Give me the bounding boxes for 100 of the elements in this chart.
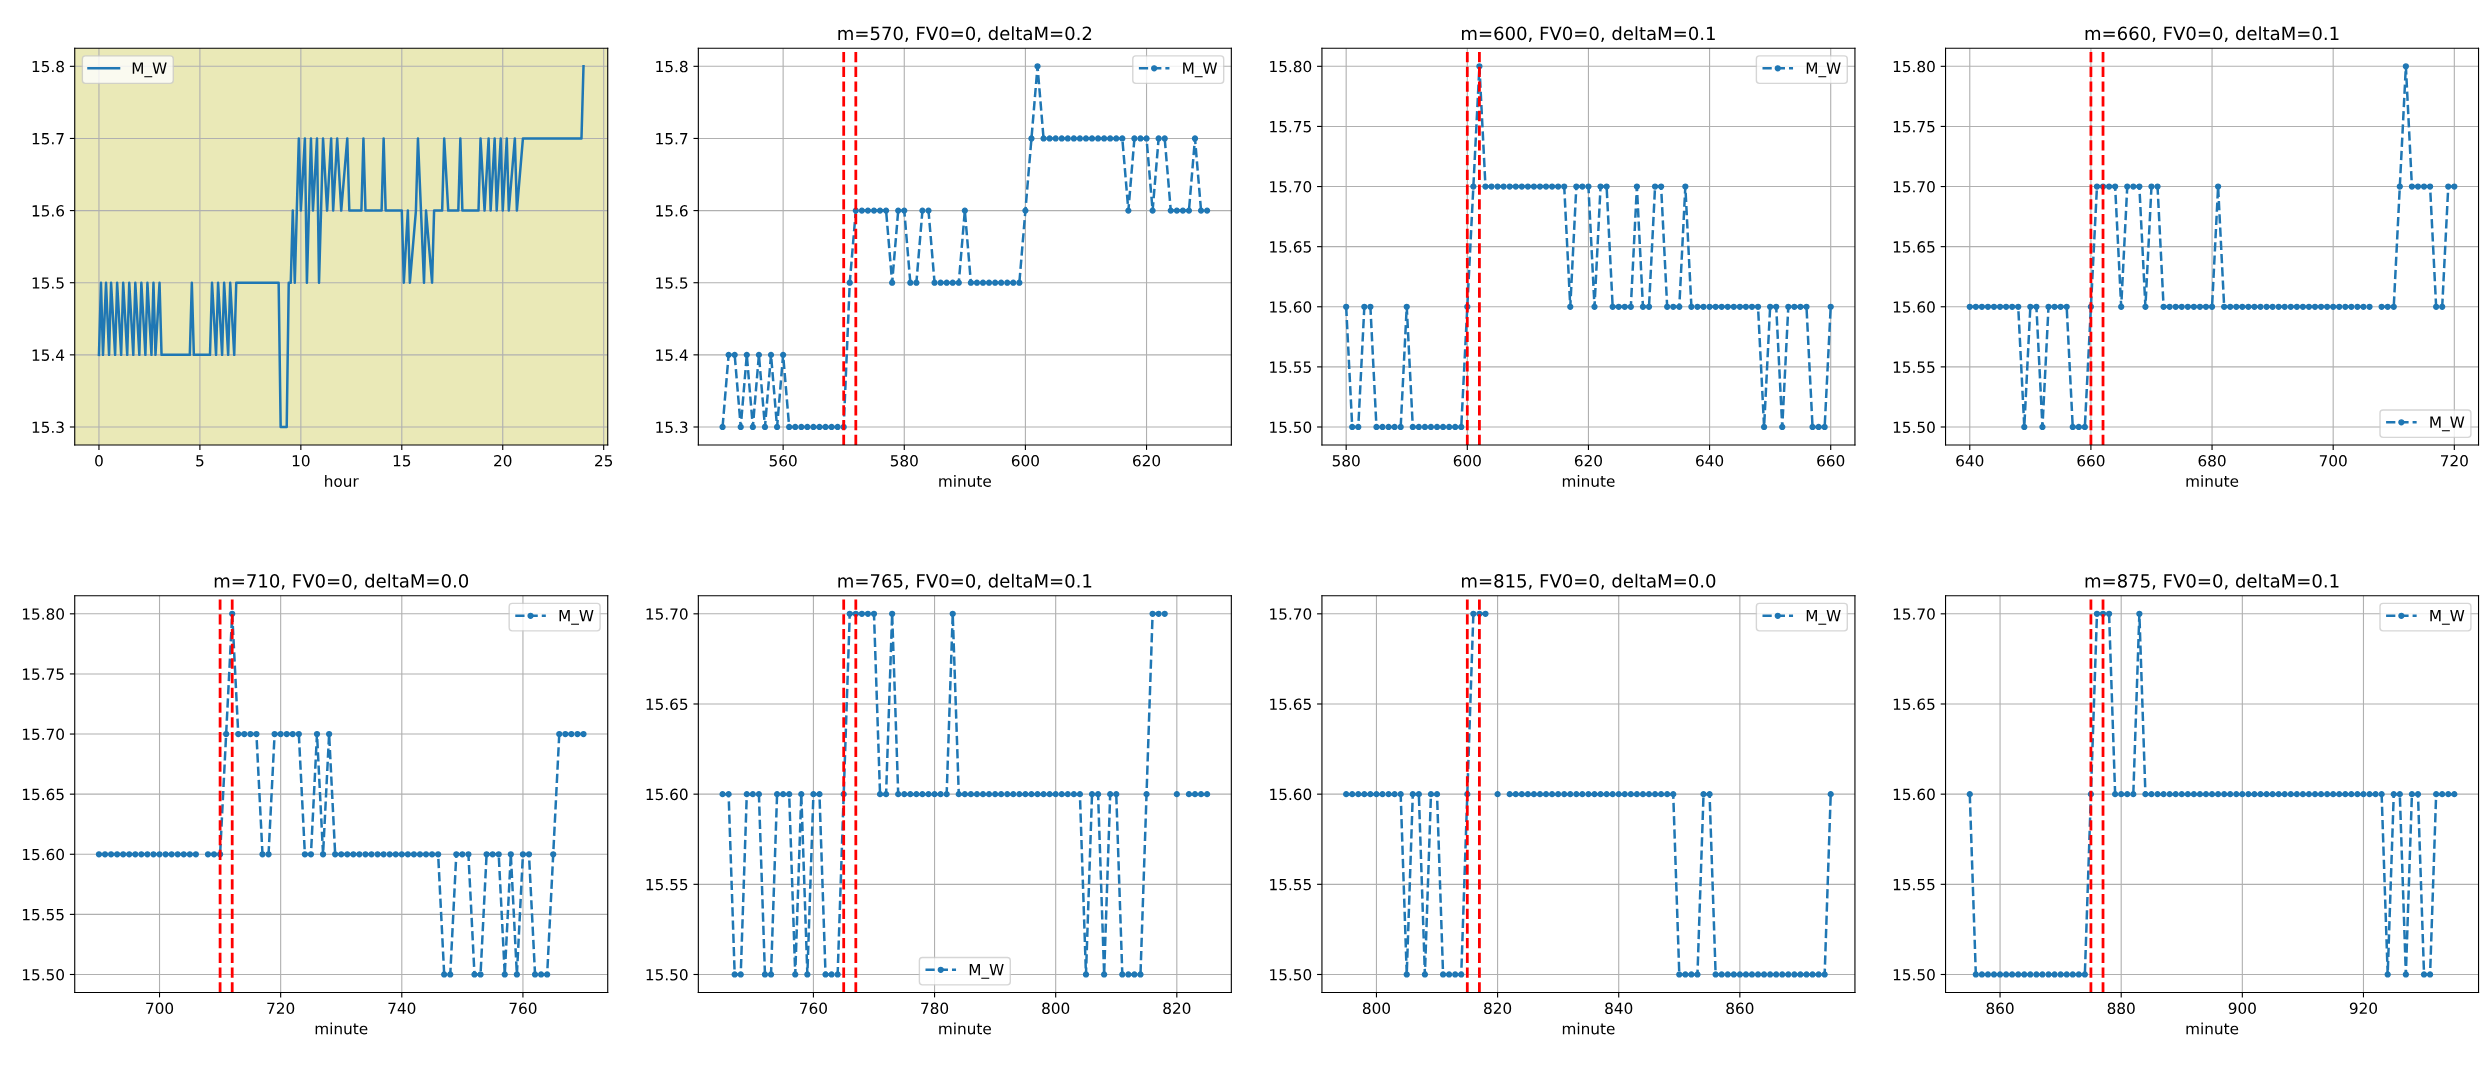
x-tick-label: 760 [509,1002,537,1015]
y-tick-label: 15.55 [1270,361,1311,373]
legend-label: M_W [1806,62,1841,78]
x-tick-label: 560 [769,455,797,467]
y-tick-label: 15.3 [656,421,688,434]
y-tick-label: 15.80 [1270,60,1312,73]
x-tick-label: 700 [146,1002,174,1015]
y-tick-label: 15.8 [32,60,64,73]
x-tick-label: 860 [1986,1002,2014,1015]
legend-label: M_W [2430,610,2465,625]
chart-title: m=600, FV0=0, deltaM=0.1 [1462,26,1715,43]
x-axis-title: minute [1562,475,1615,487]
x-tick-label: 640 [1956,455,1984,467]
x-tick-label: 820 [1484,1002,1512,1015]
x-tick-label: 660 [1817,455,1845,467]
y-tick-label: 15.50 [1270,968,1312,981]
x-axis-title: minute [939,1022,991,1035]
x-tick-label: 620 [1574,455,1603,467]
y-tick-label: 15.75 [1270,121,1311,133]
y-tick-label: 15.60 [1270,788,1312,801]
y-tick-label: 15.50 [646,968,688,981]
y-tick-label: 15.65 [1270,698,1311,711]
y-tick-label: 15.55 [1893,878,1935,891]
y-tick-label: 15.7 [656,133,688,145]
x-tick-label: 920 [2349,1002,2378,1015]
x-axis-title: minute [2186,1022,2239,1035]
legend-label: M_W [132,62,167,78]
x-axis-title: minute [315,1022,368,1035]
x-tick-label: 25 [595,455,613,467]
chart-title: m=660, FV0=0, deltaM=0.1 [2085,26,2339,43]
y-tick-label: 15.60 [1893,788,1935,801]
y-tick-label: 15.55 [1270,878,1311,891]
y-tick-label: 15.50 [1893,421,1935,434]
x-tick-label: 880 [2107,1002,2135,1015]
x-tick-label: 740 [388,1002,416,1015]
x-axis-title: minute [1562,1022,1615,1035]
legend-label: M_W [1806,610,1841,625]
x-tick-label: 800 [1362,1002,1391,1015]
x-tick-label: 700 [2319,455,2347,467]
x-tick-label: 900 [2228,1002,2256,1015]
x-tick-label: 860 [1726,1002,1754,1015]
y-tick-label: 15.75 [22,668,64,680]
chart-title: m=765, FV0=0, deltaM=0.1 [838,573,1092,590]
y-tick-label: 15.55 [1893,361,1935,373]
y-tick-label: 15.70 [1893,181,1935,193]
y-tick-label: 15.60 [1270,301,1312,313]
x-tick-label: 0 [95,455,103,467]
x-tick-label: 600 [1011,455,1039,467]
x-tick-label: 820 [1163,1002,1191,1015]
chart-title: m=570, FV0=0, deltaM=0.2 [838,26,1092,43]
legend-label: M_W [1183,62,1218,78]
y-tick-label: 15.55 [22,909,64,921]
y-tick-label: 15.70 [1270,608,1312,620]
x-tick-label: 580 [890,455,918,467]
y-tick-label: 15.6 [32,205,65,217]
y-tick-label: 15.6 [656,205,688,217]
x-tick-label: 580 [1332,455,1360,467]
y-tick-label: 15.65 [22,788,64,801]
x-tick-label: 20 [494,455,512,467]
x-axis-title: minute [939,475,991,487]
x-tick-label: 10 [292,455,310,467]
y-tick-label: 15.60 [1893,301,1935,313]
y-tick-label: 15.7 [32,133,64,145]
y-tick-label: 15.70 [1270,181,1312,193]
y-tick-label: 15.65 [646,698,688,711]
y-tick-label: 15.4 [32,349,65,361]
legend-label: M_W [969,964,1004,979]
y-tick-label: 15.3 [32,421,64,434]
legend-label: M_W [559,610,594,625]
x-tick-label: 720 [2440,455,2468,467]
y-tick-label: 15.5 [656,277,688,289]
y-tick-label: 15.50 [1270,421,1312,434]
y-tick-label: 15.80 [1893,60,1935,73]
x-tick-label: 680 [2198,455,2226,467]
x-tick-label: 620 [1133,455,1161,467]
legend-label: M_W [2430,416,2465,432]
y-tick-label: 15.70 [22,728,64,741]
y-tick-label: 15.75 [1893,121,1935,133]
y-tick-label: 15.4 [656,349,688,361]
y-tick-label: 15.50 [1893,968,1935,981]
x-axis-title: minute [2186,475,2239,487]
x-axis-title: hour [325,475,359,487]
y-tick-label: 15.60 [22,848,64,861]
y-tick-label: 15.60 [646,788,688,801]
x-tick-label: 640 [1696,455,1724,467]
x-tick-label: 660 [2077,455,2105,467]
y-tick-label: 15.65 [1270,241,1311,253]
y-tick-label: 15.65 [1893,241,1935,253]
x-tick-label: 15 [393,455,411,467]
chart-title: m=875, FV0=0, deltaM=0.1 [2085,573,2339,590]
y-tick-label: 15.50 [22,968,64,981]
x-tick-label: 800 [1042,1002,1070,1015]
x-tick-label: 600 [1453,455,1481,467]
y-tick-label: 15.70 [1893,608,1935,620]
y-tick-label: 15.8 [656,60,688,73]
chart-title: m=815, FV0=0, deltaM=0.0 [1462,573,1716,590]
x-tick-label: 840 [1605,1002,1633,1015]
y-tick-label: 15.5 [32,277,64,289]
y-tick-label: 15.80 [22,608,64,620]
x-tick-label: 780 [921,1002,949,1015]
